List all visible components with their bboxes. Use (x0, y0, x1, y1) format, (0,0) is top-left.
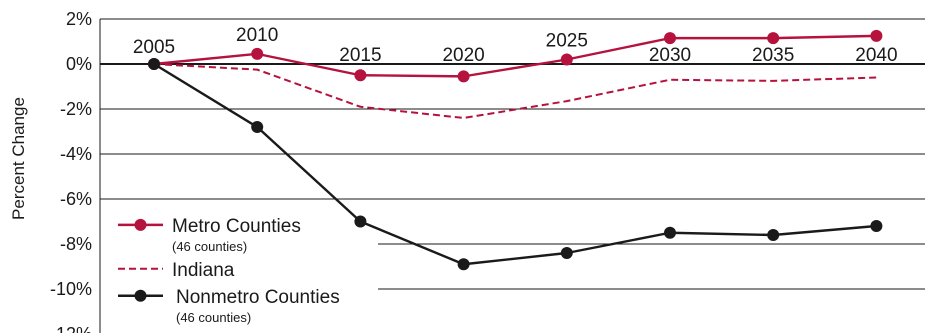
data-point (870, 220, 883, 232)
data-point (560, 247, 573, 259)
data-point (148, 58, 160, 70)
y-axis-label: Percent Change (9, 97, 28, 220)
x-tick-label: 2040 (855, 45, 897, 66)
x-tick-label: 2015 (339, 45, 381, 66)
legend-marker (134, 289, 147, 302)
data-point (767, 32, 780, 45)
legend-label: Indiana (172, 260, 235, 281)
data-point (457, 258, 470, 271)
x-tick-label: 2035 (752, 45, 794, 66)
legend-marker (134, 218, 147, 231)
y-tick-label: -10% (50, 279, 92, 299)
legend-note: (46 counties) (176, 310, 251, 325)
y-tick-label: -12% (50, 324, 92, 333)
series-lines (148, 29, 883, 271)
y-tick-label: 2% (66, 9, 92, 29)
series-line-metro-counties (153, 34, 877, 78)
x-tick-label: 2020 (442, 45, 484, 66)
x-tick-label: 2010 (236, 25, 278, 46)
y-tick-labels: 2% 0% -2% -4% -6% -8% -10% -12% (50, 9, 92, 333)
data-point (664, 226, 676, 239)
y-tick-label: -4% (60, 144, 92, 164)
grid-lines (99, 18, 925, 333)
data-point (251, 47, 264, 60)
data-point (354, 69, 367, 82)
x-tick-label: 2005 (133, 37, 175, 58)
legend: Metro Counties (46 counties) Indiana Nonmet… (118, 216, 340, 325)
data-point (251, 121, 264, 133)
data-point (354, 215, 367, 228)
data-point (767, 229, 780, 241)
x-tick-label: 2025 (546, 31, 588, 52)
y-tick-label: -2% (60, 99, 92, 119)
data-point (560, 53, 573, 66)
data-point (664, 32, 676, 45)
series-line-nonmetro-counties (153, 62, 877, 266)
y-tick-label: -8% (60, 234, 92, 254)
legend-label: Nonmetro Counties (176, 287, 340, 308)
data-point (457, 70, 470, 83)
x-tick-labels: 2005 2010 2015 2020 2025 2030 2035 2040 (133, 25, 898, 66)
series-line-indiana (153, 63, 877, 119)
legend-note: (46 counties) (172, 239, 247, 254)
y-tick-label: -6% (60, 189, 92, 209)
x-tick-label: 2030 (649, 45, 691, 66)
y-tick-label: 0% (66, 54, 92, 74)
data-point (870, 29, 883, 42)
legend-label: Metro Counties (172, 216, 301, 237)
